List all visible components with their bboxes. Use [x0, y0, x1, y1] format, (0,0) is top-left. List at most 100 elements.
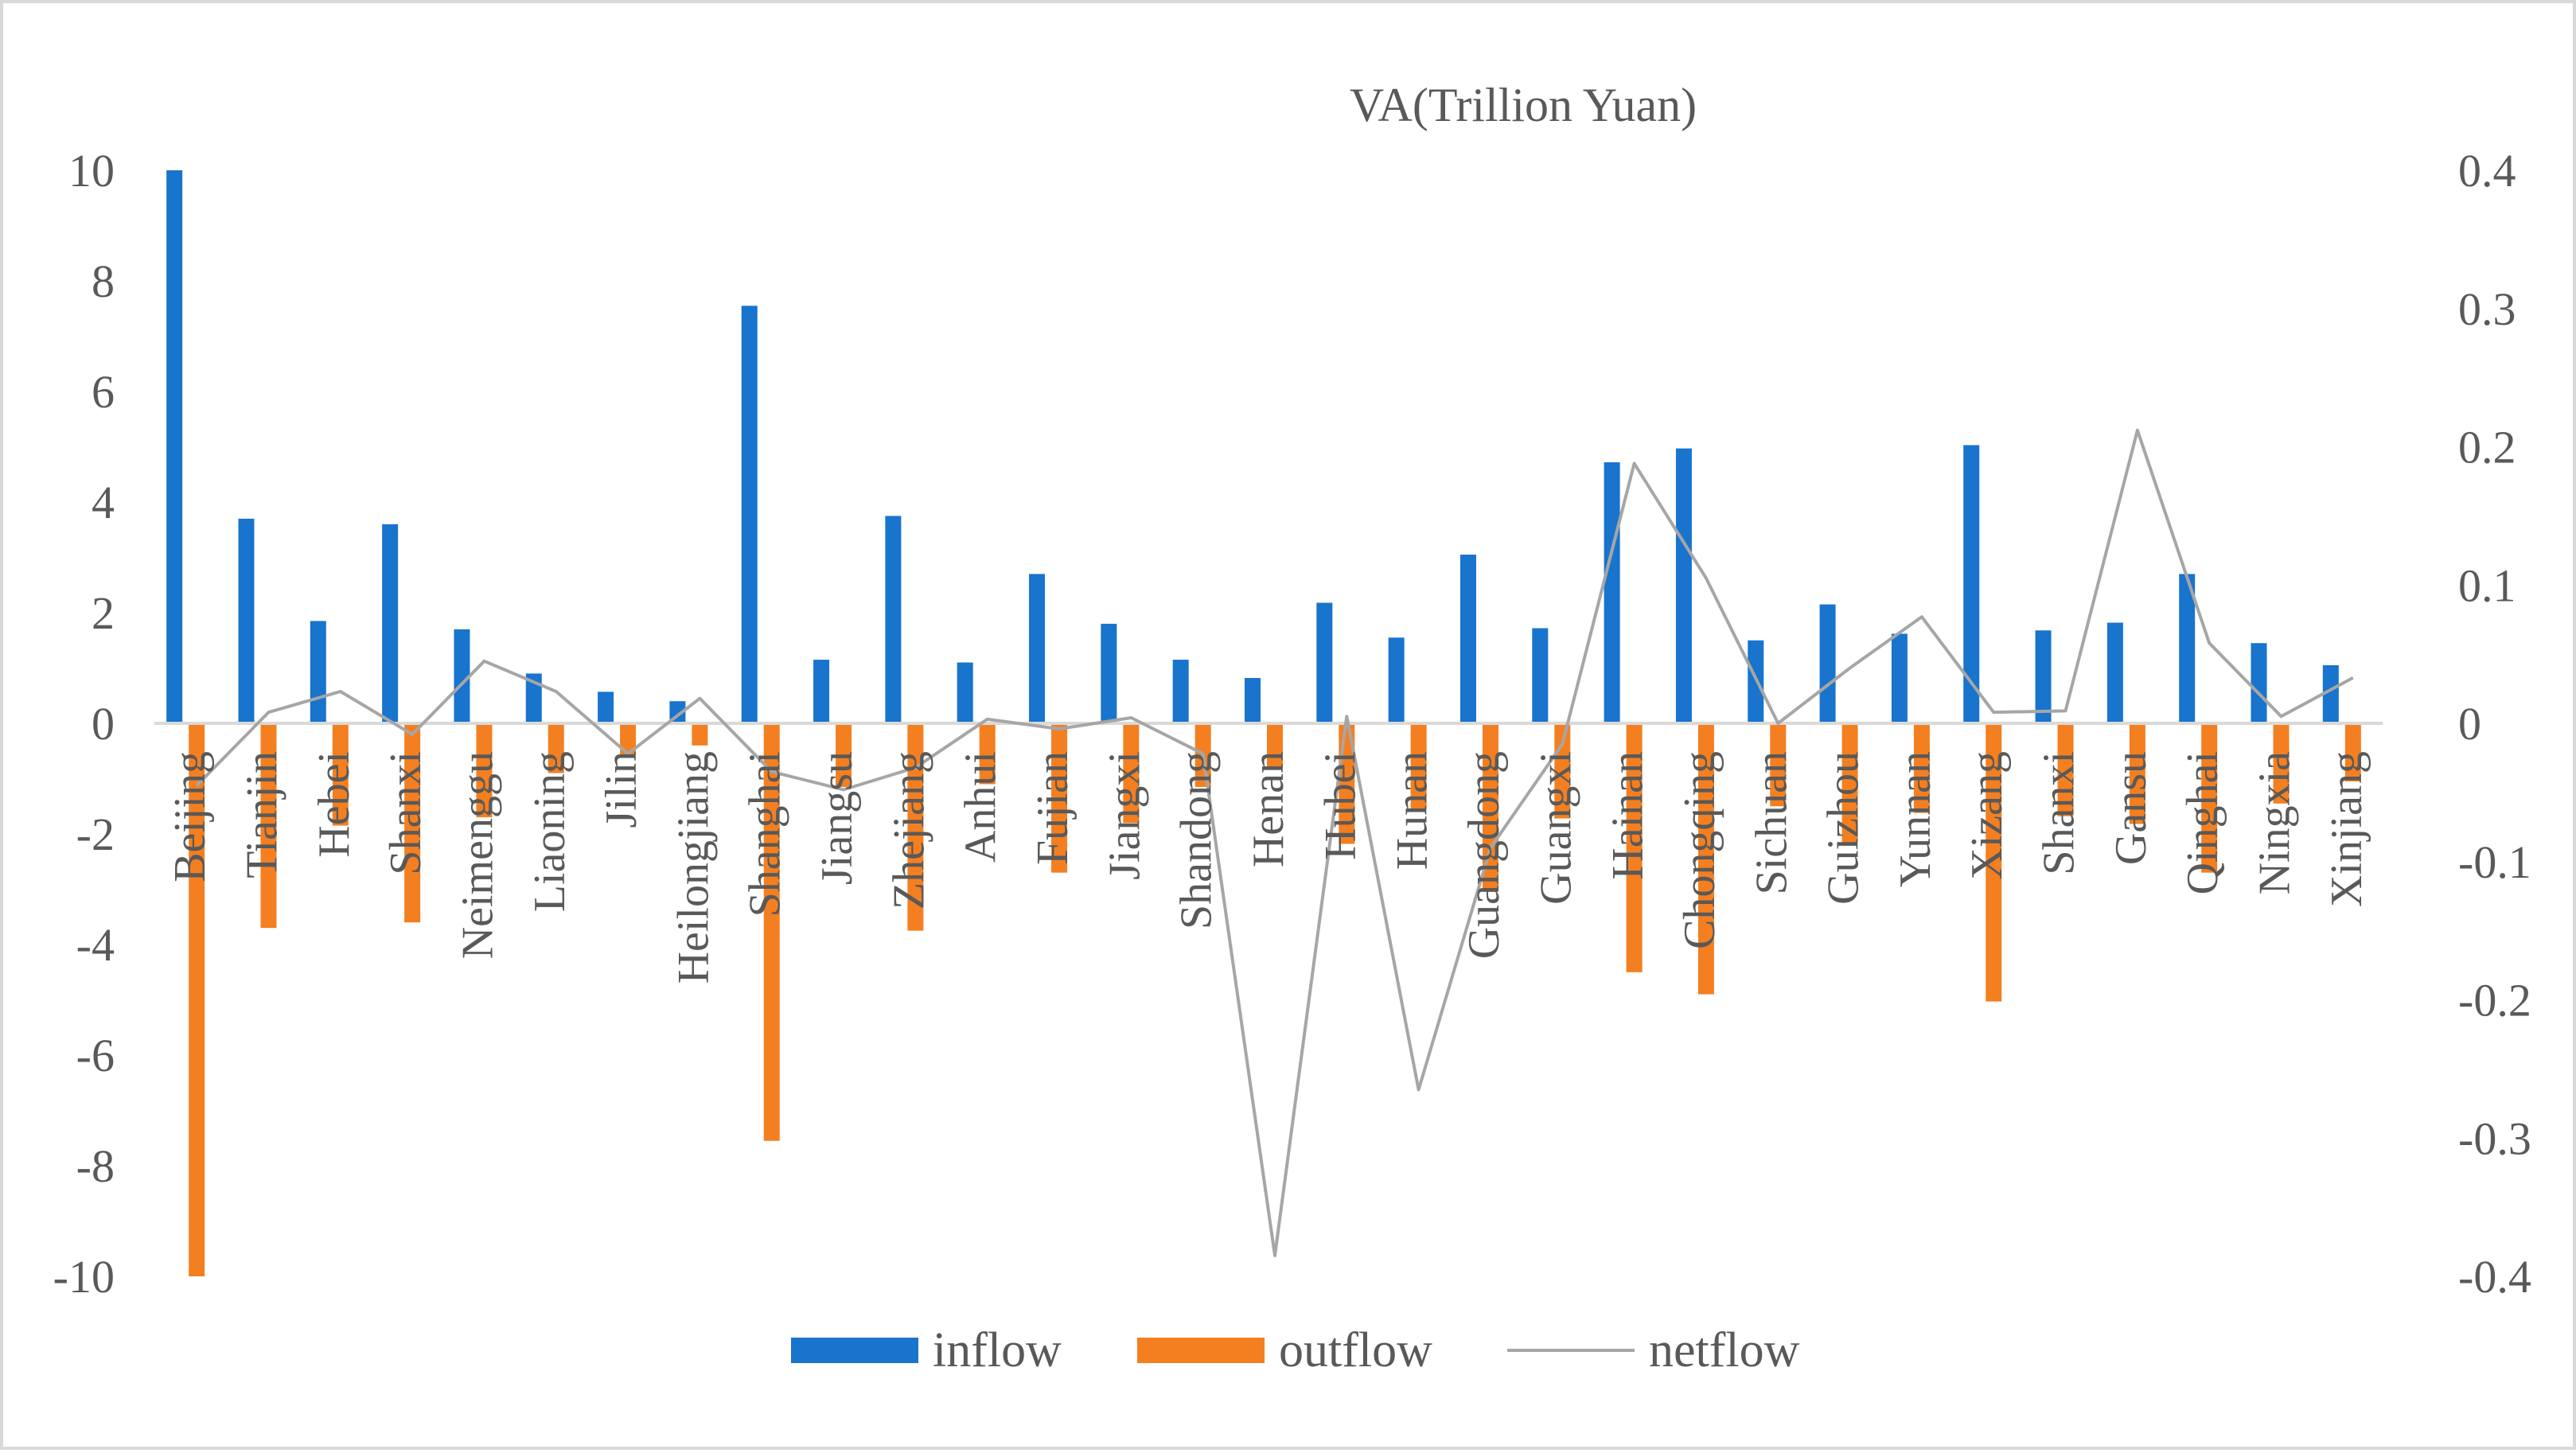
left-axis-tick-label: -8 — [76, 1140, 115, 1192]
inflow-bar — [1388, 637, 1405, 723]
category-label: Hunan — [1388, 751, 1437, 870]
category-label: Hebei — [310, 751, 359, 858]
category-label: Guangxi — [1531, 751, 1580, 905]
right-axis-tick-label: -0.4 — [2458, 1251, 2531, 1303]
left-axis: 10 8 6 4 2 0 -2 -4 -6 -8 -10 — [53, 145, 115, 1303]
category-label: Yunnan — [1891, 751, 1940, 887]
left-axis-tick-label: 2 — [92, 587, 115, 639]
inflow-bar — [598, 691, 614, 723]
right-axis-tick-label: 0.1 — [2458, 559, 2516, 611]
inflow-bar — [1891, 633, 1908, 723]
inflow-bar — [1316, 602, 1333, 723]
category-label: Fujian — [1028, 751, 1078, 865]
category-label: Neimenggu — [453, 751, 502, 959]
outflow-bar — [763, 723, 780, 1141]
inflow-bar — [238, 518, 255, 723]
outflow-bar — [260, 723, 277, 929]
left-axis-tick-label: 6 — [92, 366, 115, 418]
left-axis-tick-label: 8 — [92, 255, 115, 307]
outflow-bar — [1986, 723, 2002, 1002]
inflow-bar — [1101, 623, 1117, 723]
inflow-bar — [166, 170, 183, 723]
inflow-bar — [1245, 678, 1261, 723]
category-label: Qinghai — [2178, 751, 2227, 894]
inflow-bar — [2106, 622, 2123, 723]
inflow-bar — [525, 673, 542, 723]
category-label: Jiangxi — [1100, 751, 1149, 880]
right-axis-tick-label: 0.3 — [2458, 283, 2516, 335]
right-axis-tick-label: 0.4 — [2458, 145, 2516, 197]
outflow-bar — [1913, 723, 1930, 813]
category-label: Shanxi — [2035, 751, 2084, 875]
category-labels: Beijing Tianjin Hebei Shanxi Neimenggu Liaoni… — [166, 751, 2371, 984]
left-axis-tick-label: 10 — [68, 145, 115, 197]
outflow-bar — [404, 723, 421, 923]
category-label: Beijing — [166, 751, 215, 882]
right-axis-tick-label: -0.3 — [2458, 1112, 2531, 1164]
legend-label-inflow: inflow — [933, 1323, 1062, 1377]
left-axis-tick-label: -6 — [76, 1030, 115, 1081]
inflow-bar — [1459, 555, 1476, 723]
inflow-bar — [1029, 574, 1046, 723]
outflow-bar — [1770, 723, 1787, 807]
category-label: Guizhou — [1819, 751, 1869, 905]
category-label: Henan — [1244, 751, 1293, 867]
outflow-bar — [836, 723, 852, 787]
left-axis-tick-label: -2 — [76, 808, 115, 860]
inflow-bar — [2251, 643, 2267, 723]
inflow-bar — [310, 621, 326, 723]
outflow-bar — [2129, 723, 2145, 824]
inflow-bar — [957, 662, 973, 723]
category-label: Shandong — [1172, 751, 1222, 929]
category-label: Guangdong — [1459, 751, 1509, 959]
category-label: Gansu — [2106, 751, 2156, 865]
category-label: Liaoning — [525, 751, 575, 912]
right-axis-tick-label: -0.2 — [2458, 975, 2531, 1026]
outflow-bar — [1482, 723, 1498, 892]
right-axis-tick-label: 0.2 — [2458, 422, 2516, 473]
outflow-bar — [548, 723, 564, 773]
category-label: Tianjin — [237, 751, 286, 878]
legend-swatch-inflow — [791, 1338, 918, 1363]
outflow-bar — [1410, 723, 1427, 809]
outflow-bar — [189, 723, 205, 1276]
outflow-bar — [907, 723, 924, 931]
outflow-bar — [1841, 723, 1858, 843]
category-label: Hainan — [1604, 751, 1653, 880]
inflow-bar — [1604, 462, 1620, 723]
outflow-bar — [979, 723, 996, 785]
inflow-bar — [885, 516, 902, 723]
outflow-bar — [620, 723, 637, 755]
category-label: Ningxia — [2251, 751, 2300, 895]
category-label: Shanghai — [741, 751, 790, 917]
outflow-bar — [2273, 723, 2290, 804]
category-label: Shanxi — [381, 751, 431, 875]
category-label: Jiangsu — [813, 751, 862, 885]
outflow-bar — [1626, 723, 1643, 972]
inflow-bar — [1963, 445, 1980, 723]
inflow-bar — [2035, 630, 2052, 723]
category-label: Sichuan — [1747, 751, 1796, 894]
category-label: Anhui — [957, 751, 1006, 863]
inflow-bar — [1675, 448, 1692, 723]
legend-label-outflow: outflow — [1279, 1323, 1432, 1377]
inflow-bar — [454, 629, 470, 723]
outflow-bar — [2344, 723, 2361, 781]
netflow-line — [195, 428, 2354, 1257]
category-label: Heilongjiang — [668, 751, 718, 984]
left-axis-tick-label: -10 — [53, 1251, 115, 1303]
inflow-bar — [1819, 604, 1836, 723]
inflow-bar — [2179, 574, 2196, 723]
outflow-bar — [1697, 723, 1714, 995]
chart-title: VA(Trillion Yuan) — [1350, 79, 1697, 131]
category-label: Chongqing — [1675, 751, 1724, 949]
outflow-bar — [692, 723, 708, 746]
right-axis: 0.4 0.3 0.2 0.1 0 -0.1 -0.2 -0.3 -0.4 — [2458, 145, 2531, 1303]
legend: inflow outflow netflow — [791, 1323, 1800, 1377]
legend-label-netflow: netflow — [1649, 1323, 1800, 1377]
category-label: Xinjiang — [2322, 751, 2371, 907]
category-label: Jilin — [597, 751, 646, 828]
category-label: Xizang — [1962, 751, 2012, 880]
right-axis-tick-label: 0 — [2458, 698, 2481, 750]
